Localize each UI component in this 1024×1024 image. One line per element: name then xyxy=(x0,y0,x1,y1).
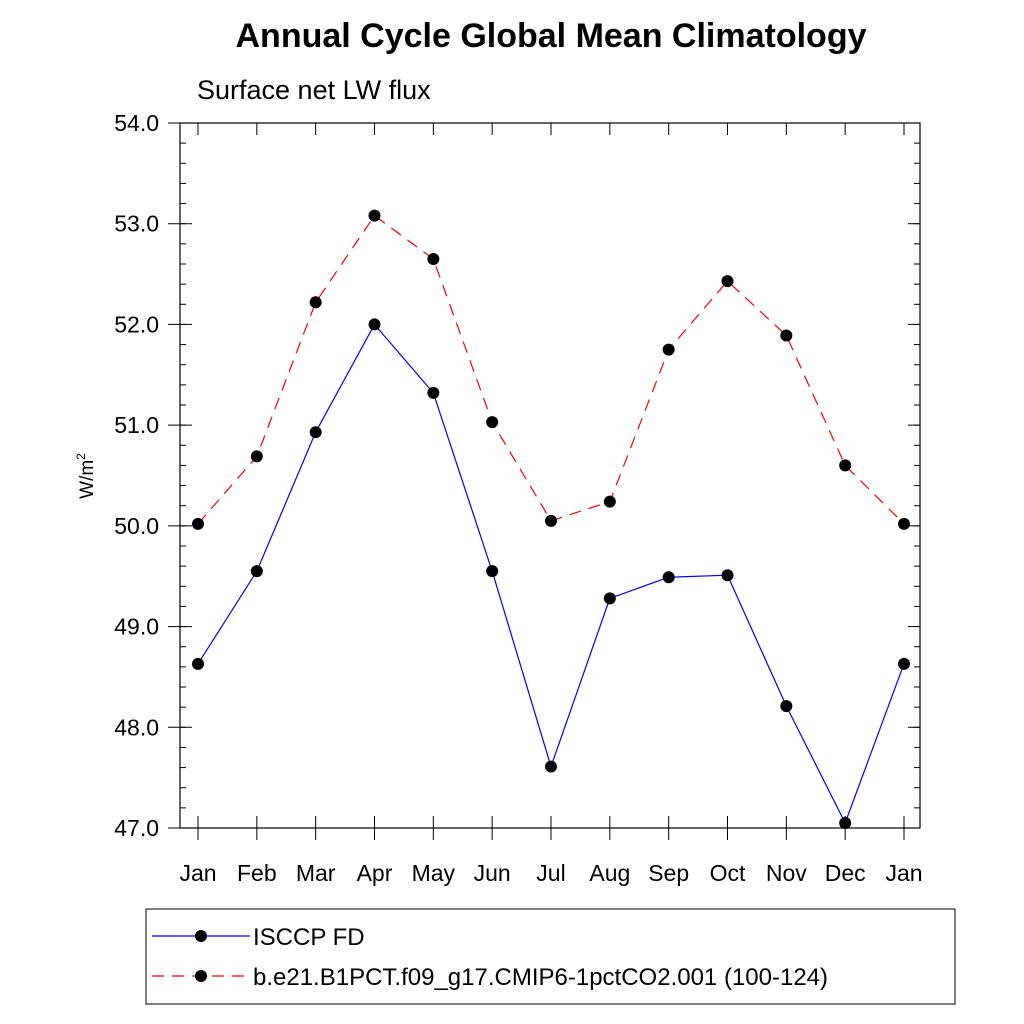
y-tick-label: 50.0 xyxy=(114,513,159,539)
y-tick-label: 51.0 xyxy=(114,412,159,438)
chart-subtitle: Surface net LW flux xyxy=(197,75,431,105)
data-point-series-1 xyxy=(545,514,557,527)
data-point-series-0 xyxy=(250,565,263,578)
y-axis-label-superscript: 2 xyxy=(74,453,88,460)
y-axis-label: W/m2 xyxy=(74,453,98,499)
data-point-series-0 xyxy=(192,657,204,670)
x-tick-label: Jan xyxy=(179,860,216,886)
data-point-series-0 xyxy=(839,816,852,829)
x-tick-label: Apr xyxy=(357,860,393,886)
y-tick-label: 48.0 xyxy=(114,714,159,740)
data-point-series-0 xyxy=(662,571,675,584)
x-tick-label: Jan xyxy=(885,860,922,886)
data-point-series-1 xyxy=(192,517,204,530)
data-point-series-1 xyxy=(309,296,322,309)
data-point-series-1 xyxy=(427,252,440,265)
data-point-series-1 xyxy=(662,343,675,356)
legend-label-isccp: ISCCP FD xyxy=(253,924,365,951)
data-point-series-1 xyxy=(368,209,381,222)
legend-box xyxy=(145,908,956,1005)
legend-label-model: b.e21.B1PCT.f09_g17.CMIP6-1pctCO2.001 (1… xyxy=(253,964,828,991)
y-tick-label: 53.0 xyxy=(114,211,159,237)
x-tick-label: Dec xyxy=(825,860,866,886)
series-points xyxy=(192,209,910,829)
data-point-series-1 xyxy=(839,459,852,472)
x-tick-label: Feb xyxy=(237,860,277,886)
plot-frame xyxy=(179,122,921,829)
y-tick-label: 54.0 xyxy=(114,110,159,136)
data-point-series-1 xyxy=(486,416,499,429)
legend: ISCCP FD b.e21.B1PCT.f09_g17.CMIP6-1pctC… xyxy=(145,908,956,1005)
data-point-series-1 xyxy=(898,517,910,530)
x-tick-label: Oct xyxy=(710,860,746,886)
svg-text:W/m2: W/m2 xyxy=(74,453,98,499)
data-point-series-0 xyxy=(721,569,734,582)
x-tick-label: Aug xyxy=(589,860,630,886)
x-tick-label: Mar xyxy=(296,860,336,886)
data-point-series-0 xyxy=(309,426,322,439)
legend-marker-isccp xyxy=(195,930,207,942)
data-point-series-0 xyxy=(780,700,793,713)
x-tick-label: Jun xyxy=(474,860,511,886)
legend-marker-model xyxy=(195,970,207,982)
data-point-series-0 xyxy=(486,565,499,578)
y-axis-label-text: W/m xyxy=(77,460,98,499)
data-point-series-0 xyxy=(603,592,616,605)
data-point-series-1 xyxy=(250,450,263,463)
data-point-series-1 xyxy=(603,495,616,508)
y-tick-label: 49.0 xyxy=(114,614,159,640)
data-point-series-0 xyxy=(898,657,910,670)
data-point-series-0 xyxy=(368,318,381,331)
y-tick-label: 47.0 xyxy=(114,815,159,841)
data-point-series-0 xyxy=(545,760,557,773)
x-tick-label: Jul xyxy=(536,860,565,886)
y-tick-labels: 47.0 48.0 49.0 50.0 51.0 52.0 53.0 54.0 xyxy=(114,110,159,841)
x-tick-label: Nov xyxy=(766,860,807,886)
chart-title: Annual Cycle Global Mean Climatology xyxy=(236,17,867,55)
x-tick-labels: Jan Feb Mar Apr May Jun Jul Aug Sep Oct Nov Dec Jan xyxy=(179,860,922,886)
x-tick-label: May xyxy=(412,860,456,886)
series-line-0 xyxy=(197,323,905,825)
series-line-1 xyxy=(197,214,905,525)
major-ticks xyxy=(168,122,920,840)
minor-ticks xyxy=(180,122,920,829)
x-tick-label: Sep xyxy=(648,860,689,886)
y-tick-label: 52.0 xyxy=(114,311,159,337)
data-point-series-0 xyxy=(427,386,440,399)
data-point-series-1 xyxy=(721,275,734,288)
data-point-series-1 xyxy=(780,329,793,342)
